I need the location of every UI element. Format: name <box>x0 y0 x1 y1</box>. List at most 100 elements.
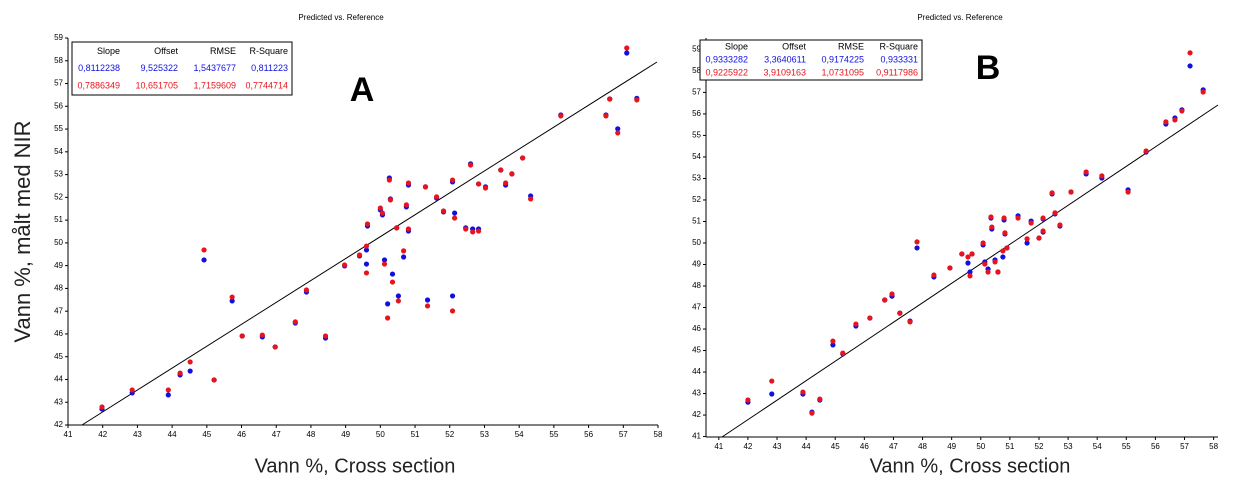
x-tick-label: 57 <box>1180 442 1189 451</box>
data-point <box>389 271 396 277</box>
data-point <box>947 265 953 271</box>
data-point <box>201 247 207 253</box>
data-point <box>259 332 265 338</box>
data-point <box>1049 190 1055 196</box>
x-tick-label: 53 <box>1064 442 1073 451</box>
data-point <box>272 344 278 350</box>
data-point <box>889 291 895 297</box>
data-point <box>1187 50 1193 56</box>
y-tick-label: 46 <box>692 324 701 333</box>
data-point <box>989 224 995 230</box>
x-tick-label: 51 <box>411 430 420 439</box>
data-point <box>615 126 621 132</box>
x-tick-label: 43 <box>773 442 782 451</box>
y-tick-label: 52 <box>692 195 701 204</box>
stats-cell: 10,651705 <box>135 81 178 91</box>
data-point <box>395 298 401 304</box>
y-tick-label: 59 <box>54 33 63 42</box>
data-point <box>969 251 975 257</box>
data-point <box>385 301 391 307</box>
data-point <box>603 113 609 119</box>
y-tick-label: 56 <box>54 101 63 110</box>
x-tick-label: 46 <box>237 430 246 439</box>
data-point <box>165 387 171 393</box>
stats-header: RMSE <box>838 42 864 52</box>
y-tick-label: 45 <box>54 352 63 361</box>
y-tick-label: 47 <box>54 306 63 315</box>
data-point <box>449 177 456 183</box>
y-tick-label: 41 <box>692 432 701 441</box>
stats-header: Slope <box>97 46 120 56</box>
y-axis-label: Vann %, målt med NIR <box>10 120 35 342</box>
x-tick-label: 47 <box>272 430 281 439</box>
y-tick-label: 51 <box>692 217 701 226</box>
data-point <box>528 196 534 202</box>
data-point <box>624 50 630 56</box>
data-point <box>982 261 988 267</box>
data-point <box>99 404 105 410</box>
data-point <box>403 202 409 208</box>
data-point <box>809 410 815 416</box>
data-point <box>769 378 775 384</box>
data-point <box>1000 248 1006 254</box>
data-point <box>377 205 383 211</box>
stats-cell: 1,0731095 <box>821 68 864 78</box>
x-tick-label: 46 <box>860 442 869 451</box>
data-point <box>624 45 630 51</box>
y-tick-label: 53 <box>692 174 701 183</box>
stats-header: RMSE <box>210 46 236 56</box>
data-point <box>1004 245 1010 251</box>
data-point <box>897 310 903 316</box>
y-tick-label: 46 <box>54 329 63 338</box>
x-tick-label: 56 <box>584 430 593 439</box>
data-point <box>322 333 329 339</box>
y-tick-label: 49 <box>692 260 701 269</box>
stats-cell: 1,5437677 <box>193 63 236 73</box>
y-tick-label: 44 <box>692 367 701 376</box>
data-point <box>558 113 564 119</box>
y-tick-label: 42 <box>54 420 63 429</box>
data-point <box>907 319 913 325</box>
data-point <box>1163 119 1169 125</box>
stats-header: Offset <box>154 46 178 56</box>
x-tick-label: 58 <box>1209 442 1218 451</box>
data-point <box>914 245 920 251</box>
reference-line <box>81 61 658 426</box>
y-tick-label: 47 <box>692 303 701 312</box>
x-tick-label: 42 <box>743 442 752 451</box>
data-point <box>389 279 396 285</box>
y-tick-label: 59 <box>692 45 701 54</box>
data-point <box>363 243 370 249</box>
data-point <box>1179 108 1185 114</box>
data-point <box>509 171 515 177</box>
x-tick-label: 57 <box>619 430 628 439</box>
x-tick-label: 55 <box>549 430 558 439</box>
data-point <box>985 269 991 275</box>
data-point <box>467 162 474 168</box>
data-point <box>992 259 998 265</box>
data-point <box>959 251 965 257</box>
y-tick-label: 57 <box>54 79 63 88</box>
stats-box <box>71 41 293 96</box>
data-point <box>965 260 971 266</box>
data-point <box>1015 215 1021 221</box>
x-tick-label: 49 <box>341 430 350 439</box>
data-point <box>1187 63 1193 69</box>
y-tick-label: 54 <box>692 152 701 161</box>
data-point <box>229 298 235 304</box>
x-axis-label: Vann %, Cross section <box>255 455 456 477</box>
data-point <box>394 225 400 231</box>
data-point <box>1057 222 1063 228</box>
data-point <box>817 396 823 402</box>
data-point <box>386 177 392 183</box>
data-point <box>1040 215 1046 221</box>
y-tick-label: 56 <box>692 109 701 118</box>
data-point <box>449 293 456 299</box>
data-point <box>452 210 458 216</box>
y-tick-label: 44 <box>54 375 63 384</box>
data-point <box>931 272 937 278</box>
y-tick-label: 49 <box>54 261 63 270</box>
data-point <box>745 397 751 403</box>
data-point <box>1099 173 1105 179</box>
